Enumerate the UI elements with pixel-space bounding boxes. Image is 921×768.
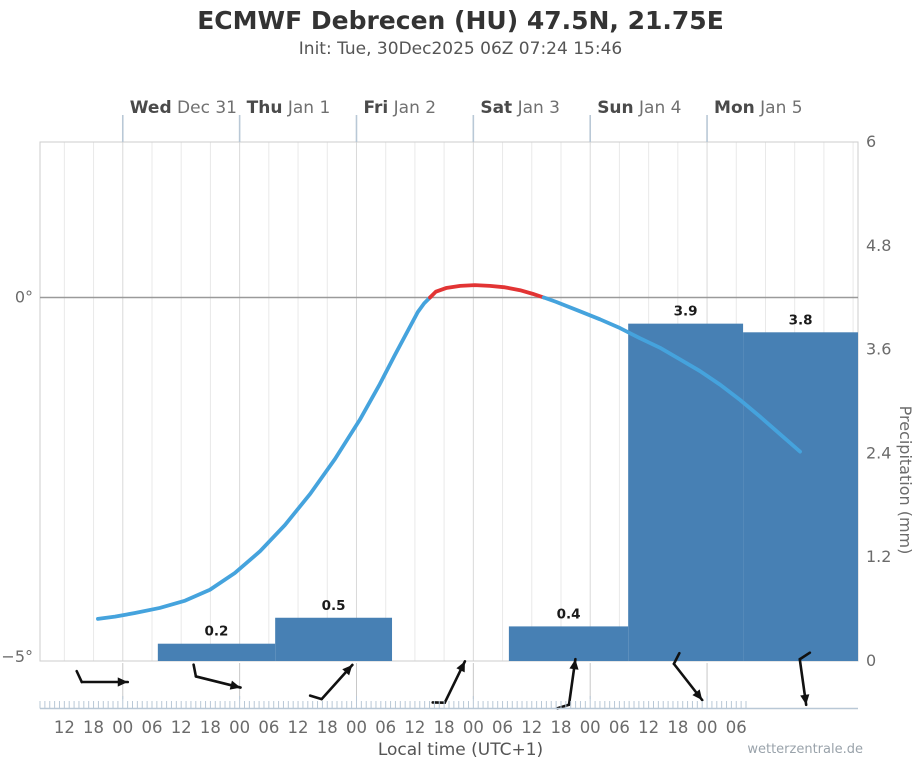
day-label: Sun Jan 4 bbox=[597, 98, 681, 118]
precip-axis-label: 6 bbox=[866, 132, 876, 151]
time-tick-label: 12 bbox=[288, 718, 309, 737]
time-tick-label: 06 bbox=[258, 718, 279, 737]
time-tick-label: 06 bbox=[141, 718, 162, 737]
temp-axis-label: 0° bbox=[15, 288, 33, 307]
wind-arrow-head bbox=[456, 661, 465, 673]
wind-arrow-barb bbox=[308, 694, 323, 701]
plot-frame bbox=[39, 141, 859, 662]
time-tick-label: 12 bbox=[521, 718, 542, 737]
time-tick-label: 18 bbox=[83, 718, 104, 737]
day-label: Mon Jan 5 bbox=[714, 98, 803, 118]
precip-axis-label: 1.2 bbox=[866, 547, 891, 566]
time-tick-label: 00 bbox=[697, 718, 718, 737]
precip-axis-title: Precipitation (mm) bbox=[896, 406, 915, 555]
temperature-curve-below-zero bbox=[541, 295, 802, 454]
page-title: ECMWF Debrecen (HU) 47.5N, 21.75E bbox=[197, 6, 724, 35]
time-tick-label: 12 bbox=[638, 718, 659, 737]
wind-arrow-barb bbox=[192, 663, 198, 678]
time-tick-label: 00 bbox=[580, 718, 601, 737]
x-axis-title: Local time (UTC+1) bbox=[377, 740, 544, 760]
time-tick-label: 06 bbox=[609, 718, 630, 737]
precip-bar bbox=[508, 626, 629, 661]
temp-axis-label: −5° bbox=[1, 647, 33, 666]
wind-arrow-head bbox=[692, 689, 703, 701]
time-tick-label: 00 bbox=[463, 718, 484, 737]
wind-arrow-barb bbox=[798, 651, 812, 661]
init-subtitle: Init: Tue, 30Dec2025 06Z 07:24 15:46 bbox=[298, 39, 623, 59]
wind-arrow-barb bbox=[672, 651, 681, 666]
time-tick-label: 18 bbox=[667, 718, 688, 737]
wind-arrow-head bbox=[342, 664, 353, 676]
time-tick-label: 12 bbox=[171, 718, 192, 737]
wind-arrow-barb bbox=[556, 703, 571, 710]
temperature-curve-below-zero bbox=[96, 295, 432, 621]
precip-bar bbox=[157, 643, 276, 661]
precip-axis-label: 3.6 bbox=[866, 340, 891, 359]
wind-arrow-head bbox=[229, 680, 241, 690]
wind-arrow-head bbox=[800, 694, 810, 705]
precip-bar-label: 3.8 bbox=[789, 312, 813, 328]
time-tick-label: 00 bbox=[346, 718, 367, 737]
time-tick-label: 12 bbox=[54, 718, 75, 737]
precip-axis-label: 2.4 bbox=[866, 443, 891, 462]
precip-bar-label: 0.4 bbox=[557, 606, 581, 622]
time-tick-label: 18 bbox=[317, 718, 338, 737]
wind-arrow-head bbox=[569, 659, 579, 670]
time-tick-label: 00 bbox=[229, 718, 250, 737]
time-tick-label: 18 bbox=[200, 718, 221, 737]
time-tick-label: 00 bbox=[112, 718, 133, 737]
time-tick-label: 12 bbox=[404, 718, 425, 737]
temperature-curve-above-zero bbox=[428, 283, 546, 300]
time-tick-label: 18 bbox=[550, 718, 571, 737]
time-tick-label: 06 bbox=[375, 718, 396, 737]
precip-bar bbox=[743, 332, 858, 661]
precip-axis-label: 4.8 bbox=[866, 236, 891, 255]
time-tick-label: 06 bbox=[492, 718, 513, 737]
precip-bar-label: 3.9 bbox=[674, 304, 698, 320]
time-tick-label: 18 bbox=[434, 718, 455, 737]
precip-bar bbox=[275, 617, 393, 661]
precip-axis-label: 0 bbox=[866, 651, 876, 670]
precip-bar bbox=[628, 323, 744, 661]
day-label: Sat Jan 3 bbox=[480, 98, 560, 118]
wind-arrow-head bbox=[117, 677, 128, 687]
precip-bar-label: 0.2 bbox=[205, 624, 229, 640]
watermark: wetterzentrale.de bbox=[747, 742, 863, 757]
wind-arrow-barb bbox=[75, 669, 84, 684]
precip-bar-label: 0.5 bbox=[322, 598, 346, 614]
day-label: Thu Jan 1 bbox=[247, 98, 331, 118]
time-tick-label: 06 bbox=[726, 718, 747, 737]
day-label: Wed Dec 31 bbox=[130, 98, 237, 118]
day-label: Fri Jan 2 bbox=[363, 98, 436, 118]
